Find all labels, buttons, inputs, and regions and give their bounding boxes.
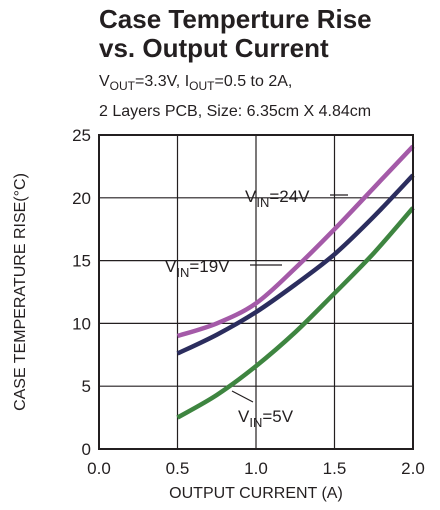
x-tick-label: 2.0 xyxy=(401,459,425,478)
plot-frame xyxy=(98,134,414,450)
y-tick-label: 5 xyxy=(82,377,91,396)
x-tick-label: 1.5 xyxy=(323,459,347,478)
grid xyxy=(98,134,414,450)
series-line-vin-5v xyxy=(176,206,415,420)
y-tick-label: 0 xyxy=(82,440,91,459)
y-tick-label: 10 xyxy=(72,314,91,333)
y-tick-label: 25 xyxy=(72,126,91,145)
x-tick-label: 0.0 xyxy=(87,459,111,478)
series-label-leader xyxy=(231,390,254,403)
series-lines xyxy=(176,144,415,420)
x-axis-label: OUTPUT CURRENT (A) xyxy=(169,485,343,502)
chart-title-line-2: vs. Output Current xyxy=(99,33,329,63)
series-label-vin-19v: VIN=19V xyxy=(165,257,230,280)
chart-subtitle-line-1: VOUT=3.3V, IOUT=0.5 to 2A, xyxy=(99,73,292,93)
y-tick-label: 20 xyxy=(72,189,91,208)
series-labels: VIN=24V VIN=19V VIN=5V xyxy=(165,187,348,430)
series-line-vin-19v xyxy=(176,173,415,356)
y-axis-label: CASE TEMPERATURE RISE(°C) xyxy=(12,173,29,411)
x-tick-label: 0.5 xyxy=(166,459,190,478)
series-label-vin-5v: VIN=5V xyxy=(238,407,294,430)
series-line-vin-24v xyxy=(176,144,415,339)
tick-labels: 0.0 0.5 1.0 1.5 2.0 0 5 10 15 20 25 xyxy=(72,126,425,478)
series-label-vin-24v: VIN=24V xyxy=(245,187,310,210)
chart-subtitle-line-2: 2 Layers PCB, Size: 6.35cm X 4.84cm xyxy=(99,103,371,120)
x-tick-label: 1.0 xyxy=(244,459,268,478)
chart-title-line-1: Case Temperture Rise xyxy=(99,4,372,34)
y-tick-label: 15 xyxy=(72,252,91,271)
